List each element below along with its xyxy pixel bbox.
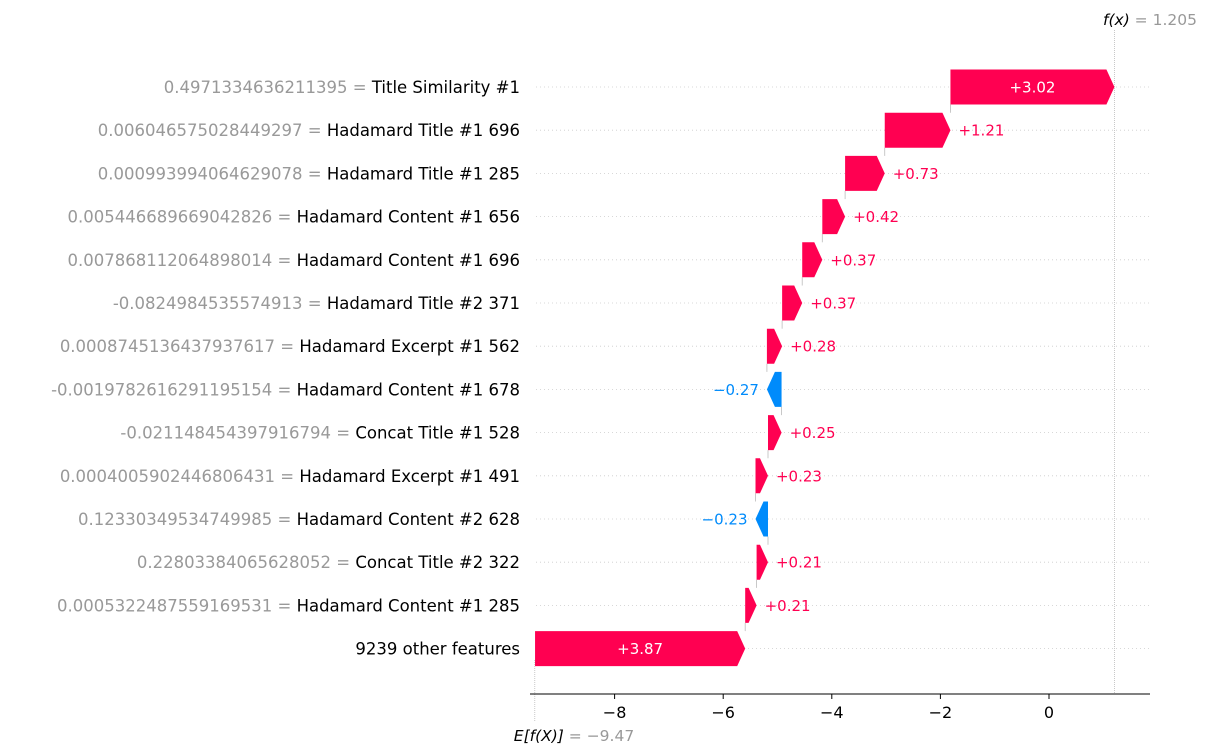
bar-value-label: +0.25 xyxy=(790,424,836,442)
feature-value: 0.006046575028449297 = xyxy=(98,121,327,140)
feature-value: 0.005446689669042826 = xyxy=(68,208,297,227)
positive-bar xyxy=(756,544,768,580)
feature-label: 0.22803384065628052 = Concat Title #2 32… xyxy=(137,553,520,572)
negative-bar xyxy=(766,371,782,407)
bar-value-label: +3.02 xyxy=(1009,79,1055,97)
feature-value: 0.0008745136437937617 = xyxy=(60,337,300,356)
positive-bar xyxy=(766,328,783,364)
bar-value-label: −0.23 xyxy=(702,511,748,529)
positive-bar xyxy=(755,458,768,494)
base-value-label-value: = −9.47 xyxy=(569,727,634,745)
feature-label: 0.4971334636211395 = Title Similarity #1 xyxy=(164,78,520,97)
feature-label: -0.0019782616291195154 = Hadamard Conten… xyxy=(51,380,520,399)
feature-name: Hadamard Title #2 371 xyxy=(327,294,520,313)
bar-value-label: +1.21 xyxy=(958,122,1004,140)
feature-name: 9239 other features xyxy=(355,640,520,659)
feature-value: 0.007868112064898014 = xyxy=(68,251,297,270)
positive-bar xyxy=(767,415,782,451)
feature-name: Hadamard Content #1 696 xyxy=(297,251,520,270)
feature-value: 0.12330349534749985 = xyxy=(78,510,297,529)
bar-value-label: +0.73 xyxy=(893,165,939,183)
feature-label: 0.005446689669042826 = Hadamard Content … xyxy=(68,208,520,227)
bar-value-label: +3.87 xyxy=(617,640,663,658)
positive-bar xyxy=(535,631,746,667)
bar-value-label: +0.37 xyxy=(830,251,876,269)
feature-value: -0.0019782616291195154 = xyxy=(51,380,296,399)
base-value-label: E[f(X)] = −9.47 xyxy=(514,727,634,745)
feature-label: 0.0008745136437937617 = Hadamard Excerpt… xyxy=(60,337,520,356)
feature-label: 0.007868112064898014 = Hadamard Content … xyxy=(68,251,520,270)
feature-label: -0.021148454397916794 = Concat Title #1 … xyxy=(120,424,520,443)
feature-value: 0.0004005902446806431 = xyxy=(60,467,300,486)
bar-value-label: −0.27 xyxy=(713,381,759,399)
x-tick-label: −2 xyxy=(929,703,953,722)
output-value-label-value: = 1.205 xyxy=(1135,11,1197,29)
negative-bar xyxy=(755,501,768,537)
feature-name: Hadamard Title #1 285 xyxy=(327,164,520,183)
positive-bar xyxy=(884,112,951,148)
reference-lines xyxy=(534,30,1115,722)
x-tick-label: 0 xyxy=(1044,703,1054,722)
feature-label: -0.0824984535574913 = Hadamard Title #2 … xyxy=(113,294,520,313)
feature-label: 0.0004005902446806431 = Hadamard Excerpt… xyxy=(60,467,520,486)
feature-name: Hadamard Content #1 656 xyxy=(297,208,520,227)
positive-bar xyxy=(782,285,803,321)
feature-label: 9239 other features xyxy=(355,640,520,659)
feature-label: 0.000993994064629078 = Hadamard Title #1… xyxy=(98,164,520,183)
x-axis: −8 −6 −4 −2 0 xyxy=(530,693,1150,722)
positive-bar xyxy=(745,587,757,623)
feature-value: 0.4971334636211395 = xyxy=(164,78,372,97)
output-value-label-symbol: f(x) xyxy=(1103,11,1135,29)
positive-bar xyxy=(802,242,823,278)
bar-value-label: +0.37 xyxy=(810,295,856,313)
bar-value-label: +0.23 xyxy=(776,467,822,485)
feature-name: Title Similarity #1 xyxy=(371,78,520,97)
feature-name: Hadamard Content #1 678 xyxy=(297,380,520,399)
feature-label: 0.12330349534749985 = Hadamard Content #… xyxy=(78,510,520,529)
x-tick-label: −6 xyxy=(711,703,735,722)
bar-value-label: +0.28 xyxy=(790,338,836,356)
feature-name: Hadamard Content #2 628 xyxy=(297,510,520,529)
feature-name: Hadamard Excerpt #1 491 xyxy=(299,467,520,486)
row-gridlines xyxy=(536,86,1150,649)
feature-name: Hadamard Content #1 285 xyxy=(297,596,520,615)
feature-name: Concat Title #2 322 xyxy=(355,553,520,572)
feature-value: 0.000993994064629078 = xyxy=(98,164,327,183)
bar-value-label: +0.21 xyxy=(765,597,811,615)
feature-label: 0.006046575028449297 = Hadamard Title #1… xyxy=(98,121,520,140)
feature-label: 0.0005322487559169531 = Hadamard Content… xyxy=(57,596,520,615)
bars: +3.02 +1.21 +0.73 +0.42 +0.37 +0.37 +0.28 −0.27… xyxy=(535,69,1115,667)
positive-bar xyxy=(822,199,846,235)
annotations: f(x) = 1.205 E[f(X)] = −9.47 xyxy=(514,11,1197,745)
feature-value: 0.0005322487559169531 = xyxy=(57,596,297,615)
output-value-label: f(x) = 1.205 xyxy=(1103,11,1197,29)
x-tick-label: −8 xyxy=(603,703,627,722)
feature-name: Concat Title #1 528 xyxy=(355,424,520,443)
feature-value: -0.021148454397916794 = xyxy=(120,424,355,443)
feature-value: 0.22803384065628052 = xyxy=(137,553,356,572)
feature-value: -0.0824984535574913 = xyxy=(113,294,327,313)
base-value-label-symbol: E[f(X)] xyxy=(514,727,569,745)
positive-bar xyxy=(950,69,1115,105)
bar-value-label: +0.42 xyxy=(853,208,899,226)
feature-name: Hadamard Excerpt #1 562 xyxy=(299,337,520,356)
bar-value-label: +0.21 xyxy=(776,554,822,572)
feature-name: Hadamard Title #1 696 xyxy=(327,121,520,140)
feature-labels: 0.4971334636211395 = Title Similarity #1… xyxy=(51,78,520,659)
positive-bar xyxy=(845,155,885,191)
x-tick-label: −4 xyxy=(820,703,844,722)
